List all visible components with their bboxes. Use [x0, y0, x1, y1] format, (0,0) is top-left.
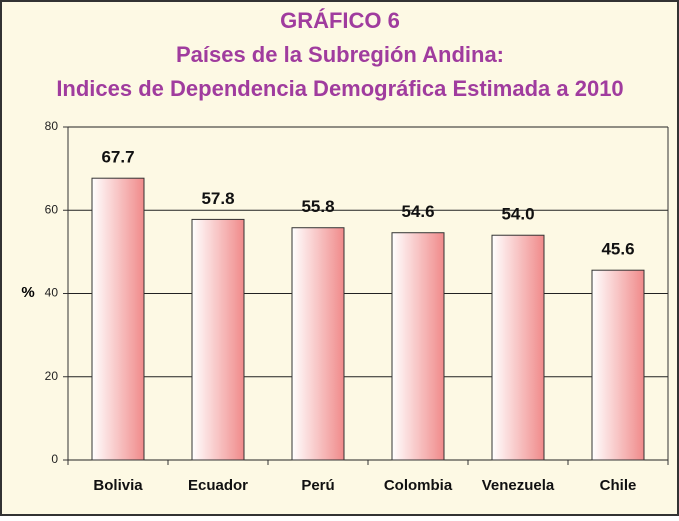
- chart-title: GRÁFICO 6: [280, 8, 400, 33]
- data-label: 57.8: [201, 189, 234, 208]
- data-label: 45.6: [601, 240, 634, 259]
- data-label: 54.6: [401, 202, 434, 221]
- y-tick-label: 20: [45, 369, 59, 383]
- bar: [591, 269, 645, 461]
- y-tick-label: 40: [45, 286, 59, 300]
- bar: [191, 218, 245, 461]
- data-label: 67.7: [101, 148, 134, 167]
- y-tick-label: 80: [45, 119, 59, 133]
- x-tick-label: Venezuela: [482, 477, 555, 494]
- chart-subtitle: Indices de Dependencia Demográfica Estim…: [56, 76, 623, 101]
- data-label: 54.0: [501, 205, 534, 224]
- x-tick-label: Bolivia: [93, 477, 143, 494]
- bar: [91, 177, 145, 461]
- bar: [491, 234, 545, 461]
- x-tick-label: Ecuador: [188, 477, 248, 494]
- chart-subtitle: Países de la Subregión Andina:: [176, 42, 504, 67]
- y-tick-label: 60: [45, 202, 59, 216]
- x-tick-label: Perú: [301, 477, 334, 494]
- bar: [391, 232, 445, 461]
- x-tick-label: Chile: [600, 477, 637, 494]
- y-axis-label: %: [21, 284, 34, 301]
- bar: [291, 227, 345, 461]
- data-label: 55.8: [301, 197, 334, 216]
- x-tick-label: Colombia: [384, 477, 453, 494]
- y-tick-label: 0: [51, 452, 58, 466]
